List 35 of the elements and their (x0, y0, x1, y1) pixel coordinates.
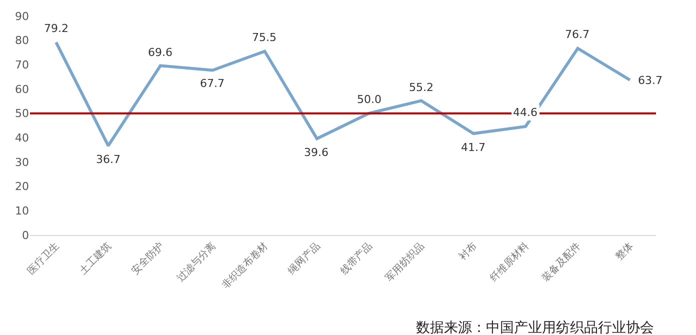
x-tick-label: 整体 (612, 240, 636, 263)
x-tick-label: 过滤与分离 (174, 240, 218, 284)
x-tick-label: 装备及配件 (540, 240, 584, 284)
data-label: 67.7 (200, 77, 224, 90)
source-note: 数据来源：中国产业用纺织品行业协会 (416, 320, 654, 335)
x-tick-label: 医疗卫生 (24, 240, 62, 277)
y-tick-label: 80 (15, 34, 29, 48)
y-tick-label: 30 (15, 156, 29, 169)
data-label: 55.2 (409, 81, 434, 94)
data-label: 63.7 (638, 74, 662, 87)
data-label: 44.6 (513, 106, 538, 119)
data-label: 76.7 (565, 28, 590, 41)
data-label: 75.5 (252, 31, 276, 44)
x-tick-label: 衬布 (456, 240, 480, 263)
y-tick-label: 0 (22, 228, 29, 242)
y-tick-label: 20 (15, 180, 29, 194)
x-tick-label: 纤维原材料 (487, 240, 532, 284)
y-tick-label: 90 (15, 10, 29, 23)
x-tick-label: 安全防护 (129, 240, 166, 277)
data-label: 50.0 (357, 93, 382, 106)
data-label: 39.6 (304, 146, 328, 159)
x-tick-label: 军用纺织品 (383, 240, 427, 284)
data-label: 69.6 (148, 46, 172, 59)
x-tick-label: 绳网产品 (286, 240, 323, 277)
x-tick-label: 土工建筑 (77, 240, 114, 277)
y-tick-label: 60 (15, 82, 29, 96)
y-tick-label: 50 (15, 107, 29, 120)
data-label: 79.2 (44, 22, 68, 35)
y-tick-label: 40 (15, 132, 29, 145)
y-tick-label: 70 (15, 58, 29, 72)
data-label: 41.7 (461, 141, 486, 154)
data-label: 36.7 (96, 153, 120, 166)
x-tick-label: 非织造布卷材 (219, 240, 270, 292)
x-tick-label: 线带产品 (338, 240, 375, 277)
y-tick-label: 10 (15, 204, 29, 218)
